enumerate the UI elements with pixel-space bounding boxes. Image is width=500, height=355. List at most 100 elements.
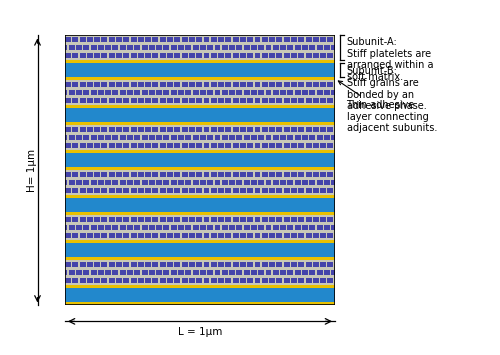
Bar	[298, 278, 304, 283]
Bar	[244, 225, 250, 230]
Bar	[328, 278, 334, 283]
Bar	[65, 180, 68, 185]
Bar	[232, 233, 238, 238]
Bar	[310, 225, 315, 230]
Bar	[167, 188, 173, 193]
Bar	[120, 225, 126, 230]
Bar	[189, 217, 195, 222]
Bar	[94, 278, 100, 283]
Bar	[196, 188, 202, 193]
Bar	[254, 53, 260, 58]
Bar	[211, 217, 216, 222]
Bar	[65, 240, 335, 243]
Bar	[102, 143, 107, 148]
Bar	[120, 270, 126, 275]
Bar	[226, 37, 232, 42]
Bar	[65, 105, 335, 108]
Bar	[276, 98, 282, 103]
Bar	[262, 98, 268, 103]
Bar	[207, 135, 213, 140]
Bar	[240, 37, 246, 42]
Bar	[244, 180, 250, 185]
Bar	[76, 270, 82, 275]
Bar	[196, 278, 202, 283]
Bar	[248, 188, 253, 193]
Bar	[174, 233, 180, 238]
Bar	[182, 217, 188, 222]
Bar	[145, 127, 151, 132]
Bar	[331, 45, 335, 50]
Bar	[167, 143, 173, 148]
Bar	[108, 172, 114, 177]
Bar	[156, 90, 162, 95]
Bar	[229, 135, 235, 140]
Bar	[149, 180, 155, 185]
Text: Thin adhesive
layer connecting
adjacent subunits.: Thin adhesive layer connecting adjacent …	[338, 81, 437, 133]
Bar	[244, 135, 250, 140]
Bar	[182, 143, 188, 148]
Bar	[130, 188, 136, 193]
Bar	[65, 150, 335, 153]
Bar	[262, 233, 268, 238]
Bar	[328, 172, 334, 177]
Bar	[294, 45, 300, 50]
Bar	[211, 233, 216, 238]
Bar	[306, 217, 312, 222]
Bar	[171, 180, 176, 185]
Bar	[192, 90, 198, 95]
Bar	[160, 172, 166, 177]
Bar	[266, 270, 272, 275]
Bar	[251, 180, 257, 185]
Bar	[294, 135, 300, 140]
Bar	[145, 98, 151, 103]
Bar	[94, 37, 100, 42]
Bar	[186, 45, 192, 50]
Bar	[138, 188, 144, 193]
Bar	[108, 217, 114, 222]
Bar	[218, 188, 224, 193]
Bar	[291, 98, 297, 103]
Bar	[124, 98, 130, 103]
Bar	[116, 172, 122, 177]
Bar	[262, 143, 268, 148]
Bar	[174, 172, 180, 177]
Bar	[98, 90, 104, 95]
Bar	[65, 122, 335, 125]
Bar	[313, 143, 319, 148]
Bar	[266, 135, 272, 140]
Bar	[124, 127, 130, 132]
Bar	[84, 90, 89, 95]
Bar	[127, 180, 133, 185]
Bar	[124, 82, 130, 87]
Bar	[313, 262, 319, 267]
Bar	[156, 45, 162, 50]
Bar	[320, 278, 326, 283]
Bar	[269, 217, 275, 222]
Bar	[328, 188, 334, 193]
Bar	[72, 188, 78, 193]
Bar	[207, 270, 213, 275]
Bar	[102, 262, 107, 267]
Bar	[240, 82, 246, 87]
Bar	[266, 180, 272, 185]
Bar	[160, 278, 166, 283]
Bar	[130, 127, 136, 132]
Bar	[324, 270, 330, 275]
Bar	[269, 143, 275, 148]
Bar	[138, 262, 144, 267]
Bar	[130, 37, 136, 42]
Bar	[254, 262, 260, 267]
Bar	[94, 262, 100, 267]
Bar	[116, 37, 122, 42]
Bar	[254, 37, 260, 42]
Bar	[313, 37, 319, 42]
Bar	[167, 53, 173, 58]
Bar	[138, 217, 144, 222]
Bar	[65, 262, 71, 267]
Bar	[124, 172, 130, 177]
Bar	[167, 262, 173, 267]
Bar	[262, 172, 268, 177]
Bar	[182, 233, 188, 238]
Bar	[87, 172, 93, 177]
Bar	[108, 143, 114, 148]
